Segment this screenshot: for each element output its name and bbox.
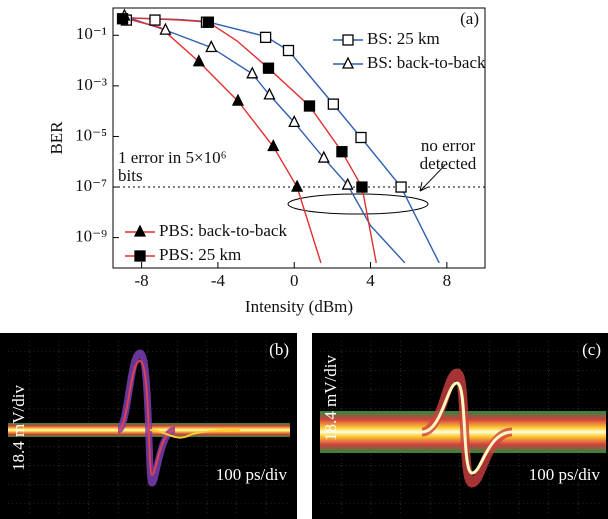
y-tick-label: 10⁻⁹	[75, 227, 107, 246]
threshold-label: bits	[118, 166, 143, 185]
marker	[356, 132, 366, 142]
x-scale: 100 ps/div	[216, 465, 288, 484]
y-tick-label: 10⁻³	[76, 75, 107, 94]
legend-label: BS: 25 km	[367, 29, 440, 48]
panel-label: (a)	[460, 9, 479, 28]
marker	[337, 147, 347, 157]
marker	[284, 46, 294, 56]
annotation: no error	[421, 136, 476, 155]
legend-label: PBS: back-to-back	[159, 221, 287, 240]
x-scale: 100 ps/div	[529, 465, 601, 484]
scope-panel-b: (b) 18.4 mV/div 100 ps/div	[0, 333, 297, 519]
scope-panel-c: (c) 18.4 mV/div 100 ps/div	[312, 333, 608, 519]
y-scale: 18.4 mV/div	[9, 385, 28, 471]
x-tick-label: -8	[135, 271, 149, 290]
annotation: detected	[420, 154, 477, 173]
marker	[118, 14, 128, 24]
figure: -8 -4 0 4 8 10⁻¹ 10⁻³ 10⁻⁵ 10⁻⁷ 10⁻⁹ Intensity (dB…	[0, 0, 608, 519]
marker	[396, 182, 406, 192]
y-tick-label: 10⁻⁷	[75, 176, 107, 195]
marker	[194, 56, 204, 66]
legend-marker	[135, 251, 145, 261]
marker	[150, 15, 160, 25]
marker	[261, 32, 271, 42]
marker	[328, 99, 338, 109]
threshold-label: 1 error in 5×10⁶	[118, 148, 227, 167]
x-tick-label: 0	[290, 271, 299, 290]
x-tick-label: 8	[443, 271, 452, 290]
y-scale: 18.4 mV/div	[321, 355, 340, 441]
legend-marker	[343, 58, 353, 68]
x-tick-label: 4	[366, 271, 375, 290]
marker	[247, 68, 257, 78]
x-axis-label: Intensity (dBm)	[245, 297, 353, 316]
ber-chart: -8 -4 0 4 8 10⁻¹ 10⁻³ 10⁻⁵ 10⁻⁷ 10⁻⁹ Intensity (dB…	[47, 8, 486, 316]
legend-label: PBS: 25 km	[159, 245, 241, 264]
y-tick-label: 10⁻⁵	[75, 125, 107, 144]
marker	[203, 17, 213, 27]
panel-label: (b)	[269, 340, 289, 359]
legend-marker	[135, 226, 145, 236]
legend-label: BS: back-to-back	[367, 53, 486, 72]
legend-marker	[343, 35, 353, 45]
marker	[263, 63, 273, 73]
marker	[304, 101, 314, 111]
panel-label: (c)	[582, 340, 601, 359]
marker	[292, 181, 302, 191]
y-tick-label: 10⁻¹	[76, 24, 107, 43]
marker	[357, 182, 367, 192]
y-axis-label: BER	[47, 121, 66, 155]
x-tick-label: -4	[211, 271, 226, 290]
